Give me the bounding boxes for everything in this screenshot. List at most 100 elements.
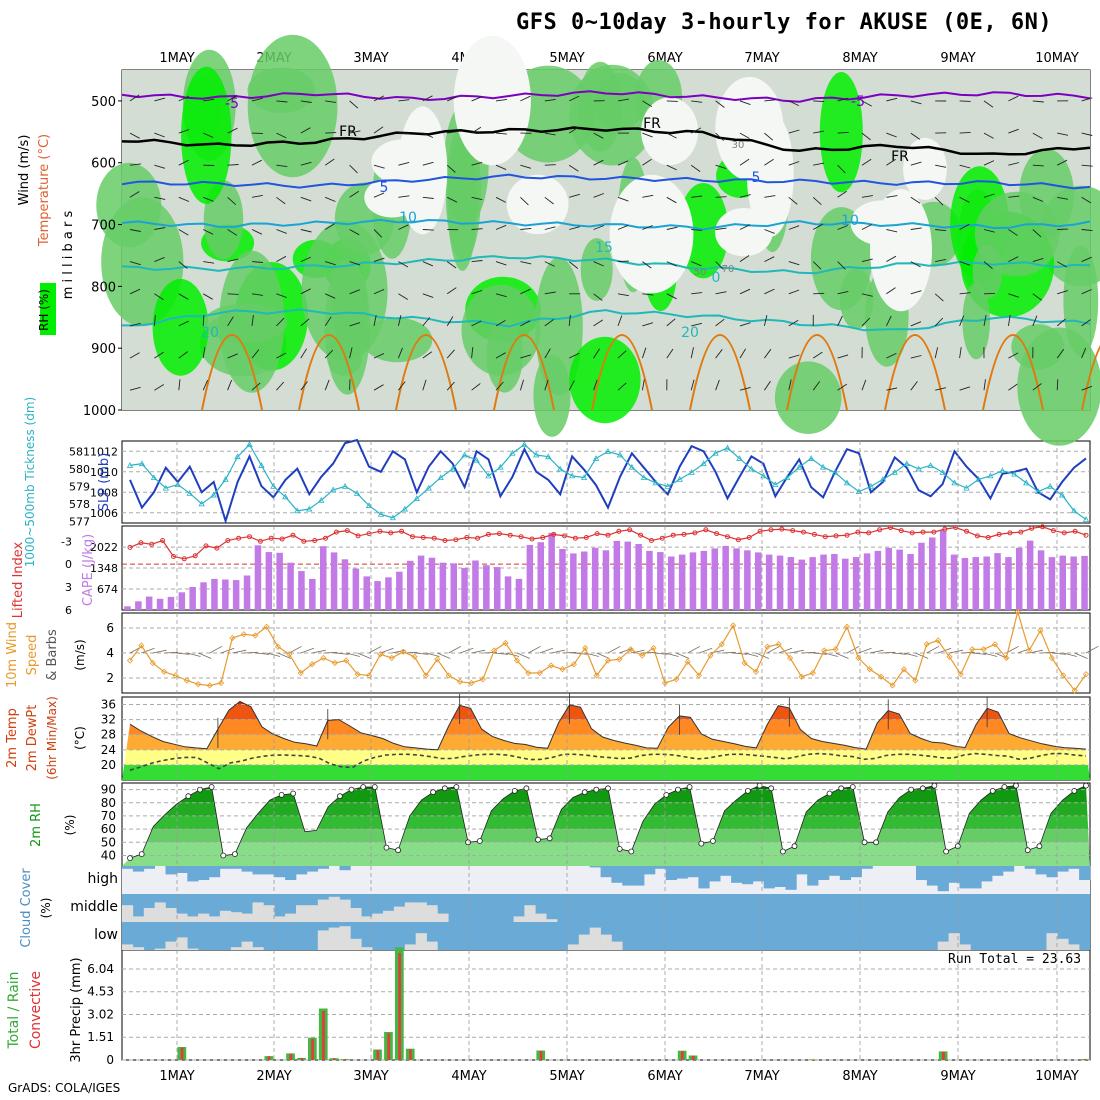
- li-point: [475, 535, 481, 541]
- wind-barb: [373, 288, 385, 295]
- rh-point: [278, 792, 285, 798]
- wind-barb: [446, 381, 455, 391]
- li-point: [692, 530, 698, 536]
- cloud-gray-bar: [165, 941, 177, 950]
- wind-barb: [763, 315, 768, 327]
- wind-barb: [935, 387, 947, 391]
- li-point: [160, 538, 166, 543]
- thickness-point: [1023, 479, 1030, 486]
- wind-speed-point: [946, 653, 953, 660]
- thickness-point: [270, 483, 277, 489]
- wind-barb: [568, 261, 579, 269]
- cloud-high-bar: [1046, 866, 1058, 878]
- thickness-tick-label: 579: [69, 480, 90, 493]
- axis-label-cloud-unit: (%): [39, 898, 53, 919]
- precip-convective-bar: [322, 1011, 325, 1060]
- wind-barb-10m: [903, 652, 918, 657]
- wind-barb: [422, 261, 434, 267]
- wind-barb: [617, 260, 630, 263]
- wind-speed-point: [809, 669, 816, 677]
- cape-bar: [145, 596, 153, 610]
- wind-barb: [178, 261, 188, 269]
- cloud-gray-bar: [154, 902, 166, 922]
- wind-barb: [642, 322, 654, 327]
- wind-tick-label: 4: [106, 646, 114, 660]
- rh-point: [616, 846, 623, 852]
- wind-barb: [788, 379, 792, 391]
- wind-barb: [276, 100, 288, 103]
- wind-barb: [959, 164, 971, 169]
- wind-barb: [837, 190, 847, 198]
- rh-shading-patch: [974, 191, 1060, 277]
- wind-barb: [691, 100, 703, 103]
- wind-barb: [422, 317, 431, 327]
- wind-speed-point: [661, 679, 668, 687]
- cape-bar: [211, 578, 218, 610]
- wind-barb: [886, 195, 898, 198]
- wind-barb: [959, 196, 970, 203]
- cloud-high-bar: [611, 866, 623, 883]
- wind-barb: [154, 164, 166, 169]
- thickness-point: [186, 490, 193, 496]
- li-point: [127, 544, 133, 550]
- cape-bar: [341, 559, 349, 610]
- wind-barb: [251, 293, 263, 296]
- wind-speed-point: [252, 632, 259, 639]
- cloud-high-bar: [970, 866, 982, 889]
- wind-barb: [422, 229, 434, 231]
- slp-tick-label: 1008: [90, 486, 118, 499]
- wind-barb: [495, 381, 504, 391]
- wind-barb: [471, 96, 482, 102]
- wind-speed-point: [548, 662, 555, 669]
- thickness-point: [987, 472, 994, 479]
- wind-barb: [593, 193, 605, 198]
- rh-shading-patch: [594, 73, 646, 130]
- li-point: [518, 534, 524, 540]
- day-label-bottom: 9MAY: [940, 1069, 975, 1084]
- axis-label-barbs: & Barbs: [45, 629, 60, 681]
- wind-barb: [520, 288, 531, 295]
- thickness-point: [724, 444, 731, 451]
- li-point: [301, 538, 307, 544]
- cape-bar: [635, 544, 642, 610]
- wind-barb: [715, 261, 724, 270]
- wind-barb: [324, 223, 335, 230]
- axis-label-wind-unit: (m/s): [73, 639, 87, 670]
- cloud-high-bar: [241, 866, 253, 872]
- wind-barb: [202, 314, 205, 326]
- contour-label: 5: [380, 180, 389, 196]
- wind-barb-10m: [471, 649, 486, 654]
- panel-frame-slp: [121, 440, 1091, 524]
- thickness-point: [975, 476, 982, 482]
- li-tick-label: -3: [61, 535, 72, 548]
- li-point: [703, 527, 709, 533]
- wind-barb: [861, 100, 872, 107]
- wind-barb: [617, 98, 629, 102]
- cloud-gray-bar: [546, 919, 558, 922]
- thickness-point: [557, 465, 564, 472]
- cloud-high-bar: [709, 866, 721, 882]
- wind-barb: [178, 320, 189, 327]
- li-point: [866, 530, 872, 536]
- wind-barb: [983, 132, 994, 139]
- thickness-tick-label: 578: [69, 498, 90, 511]
- rh-point: [1036, 843, 1043, 850]
- wind-barb: [154, 293, 164, 301]
- rh-point: [197, 786, 203, 793]
- pressure-tick-label: 600: [91, 157, 116, 172]
- wind-speed-point: [1082, 671, 1090, 678]
- wind-barb: [325, 100, 337, 103]
- li-point: [1072, 528, 1078, 534]
- thickness-point: [473, 456, 480, 463]
- wind-barb: [1008, 95, 1019, 102]
- wind-barb: [666, 318, 676, 327]
- wind-barb: [446, 164, 456, 173]
- cape-bar: [994, 553, 1001, 610]
- cape-bar: [668, 556, 675, 610]
- wind-barb: [861, 258, 873, 263]
- li-point: [453, 537, 459, 543]
- wind-barb-10m: [425, 652, 440, 657]
- wind-speed-point: [923, 641, 930, 648]
- wind-barb: [910, 132, 921, 140]
- cape-bar: [1037, 550, 1045, 610]
